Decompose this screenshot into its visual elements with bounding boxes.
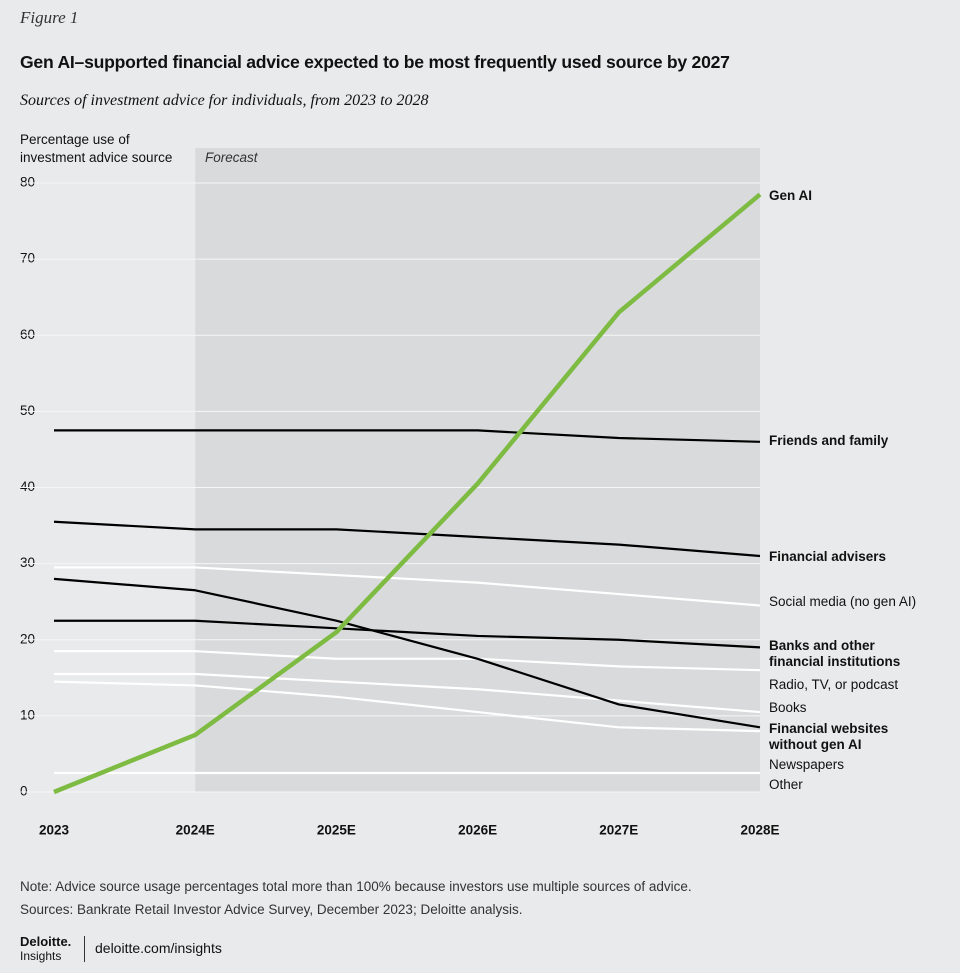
- footer-url: deloitte.com/insights: [95, 940, 222, 956]
- highlight-lines: [53, 192, 762, 795]
- x-tick-label: 2028E: [740, 823, 779, 838]
- series-label: Books: [769, 700, 807, 715]
- chart-title: Gen AI–supported financial advice expect…: [20, 52, 730, 72]
- series-line: [53, 680, 761, 733]
- series-label: Radio, TV, or podcast: [769, 677, 899, 692]
- x-tick-label: 2025E: [317, 823, 356, 838]
- forecast-annotation: Forecast: [205, 150, 258, 165]
- series-label: Friends and family: [769, 433, 889, 448]
- figure-label: Figure 1: [20, 8, 79, 27]
- y-tick-label: 10: [20, 707, 35, 722]
- series-line: [53, 577, 761, 729]
- series-line: [53, 520, 761, 558]
- series-line: [53, 192, 762, 795]
- y-tick-label: 30: [20, 555, 35, 570]
- note: Note: Advice source usage percentages to…: [20, 879, 692, 894]
- y-tick-label: 70: [20, 251, 35, 266]
- source: Sources: Bankrate Retail Investor Advice…: [20, 902, 523, 917]
- series-label: Financial advisers: [769, 549, 887, 564]
- background: 0 10 20 30 40 50 60 70 80 2023 2024E 2025E 2026E 2027…: [20, 148, 780, 838]
- separator: [84, 936, 85, 962]
- x-tick-label: 2026E: [458, 823, 497, 838]
- series-line: [54, 566, 761, 607]
- chart-subtitle: Sources of investment advice for individ…: [20, 92, 429, 109]
- x-tick-label: 2024E: [176, 823, 215, 838]
- series-label: Banks and other financial institutions: [769, 638, 901, 669]
- y-tick-label: 80: [20, 175, 35, 190]
- y-tick-label: 60: [20, 327, 35, 342]
- series-line: [54, 650, 761, 672]
- forecast-shade: [195, 148, 760, 792]
- dark-lines: [53, 429, 761, 729]
- series-line: [54, 619, 761, 649]
- y-axis-label: Percentage use of investment advice sour…: [20, 132, 173, 165]
- y-tick-label: 40: [20, 479, 35, 494]
- series-label: Other: [769, 777, 803, 792]
- series-label: Financial websites without gen AI: [769, 721, 889, 752]
- light-lines: [53, 566, 761, 775]
- brand-sub: Insights: [20, 949, 62, 963]
- x-tick-label: 2023: [39, 823, 70, 838]
- series-line: [54, 672, 761, 714]
- series-label: Newspapers: [769, 757, 845, 772]
- x-tick-label: 2027E: [599, 823, 638, 838]
- brand: Deloitte.: [20, 934, 72, 949]
- series-label: Gen AI: [769, 188, 813, 203]
- series-line: [54, 429, 761, 443]
- y-tick-label: 50: [20, 403, 35, 418]
- series-label: Social media (no gen AI): [769, 594, 917, 609]
- y-tick-label: 20: [20, 631, 35, 646]
- y-tick-label: 0: [20, 784, 28, 799]
